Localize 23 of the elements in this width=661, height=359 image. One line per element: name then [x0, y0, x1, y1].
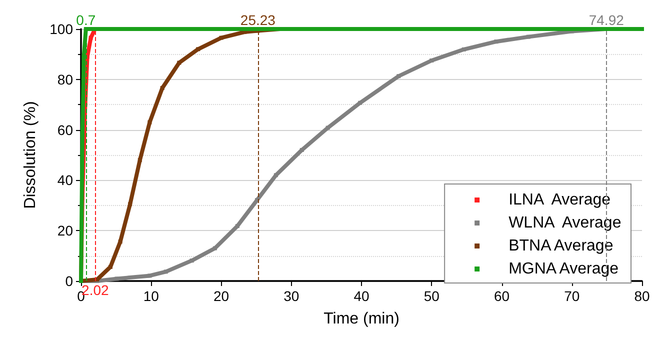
legend-label: WLNA Average — [508, 214, 622, 232]
x-tick-label: 70 — [564, 288, 580, 304]
ref-line-label: 25.23 — [240, 12, 276, 28]
x-tick-label: 20 — [213, 288, 230, 304]
ref-line-label: 0.7 — [76, 12, 96, 28]
y-tick-label: 60 — [57, 122, 74, 138]
y-tick-label: 80 — [57, 71, 74, 88]
legend-label: ILNA Average — [508, 192, 611, 208]
x-tick-label: 80 — [634, 288, 650, 304]
y-tick-label: 0 — [65, 273, 74, 289]
legend-label: MGNA Average — [508, 260, 619, 278]
legend-label: BTNA Average — [508, 238, 614, 254]
x-tick-label: 60 — [494, 288, 510, 304]
x-axis-title: Time (min) — [324, 310, 400, 328]
y-tick-label: 100 — [50, 21, 74, 37]
y-tick-label: 20 — [57, 222, 74, 239]
x-tick-label: 10 — [143, 288, 160, 304]
y-axis-title: Dissolution (%) — [22, 101, 40, 209]
x-tick-label: 40 — [354, 288, 370, 304]
ref-line-label: 74.92 — [588, 12, 624, 28]
x-tick-label: 50 — [424, 288, 440, 304]
y-tick-label: 40 — [57, 172, 74, 188]
x-tick-label: 30 — [284, 288, 300, 304]
